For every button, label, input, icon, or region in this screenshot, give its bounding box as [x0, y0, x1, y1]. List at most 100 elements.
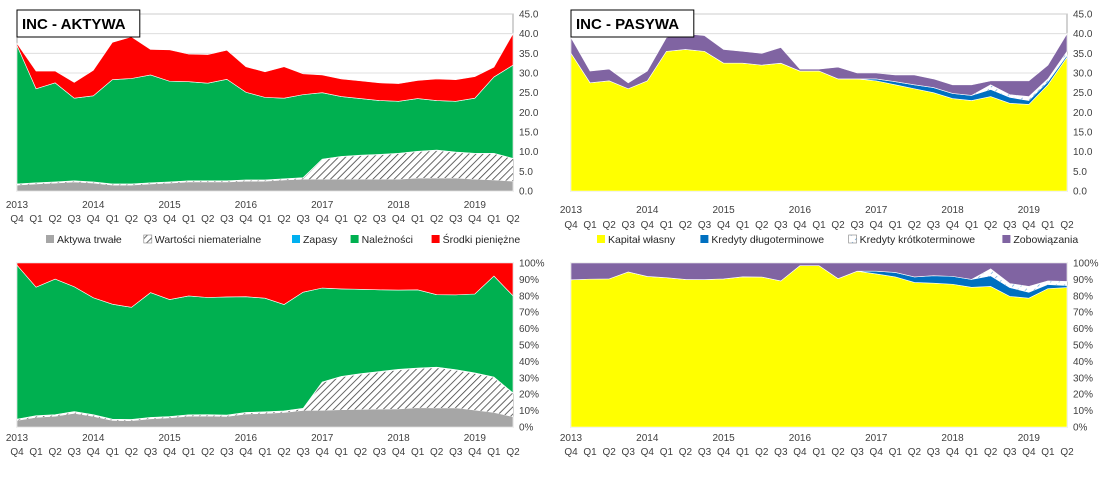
x-tick-label: Q1: [106, 447, 120, 458]
x-tick-label: Q3: [68, 447, 82, 458]
legend-swatch: [700, 235, 709, 243]
x-tick-label: Q4: [641, 220, 655, 231]
x-tick-label: Q3: [927, 447, 941, 458]
x-tick-label: Q4: [870, 220, 884, 231]
y-tick-label: 40.0: [1073, 29, 1093, 40]
legend-label: Środki pieniężne: [443, 233, 521, 246]
x-year-label: 2014: [636, 433, 659, 444]
x-tick-label: Q3: [622, 220, 636, 231]
x-tick-label: Q4: [564, 220, 578, 231]
y-tick-label: 10%: [519, 406, 539, 417]
y-tick-label: 60%: [1073, 324, 1093, 335]
area-series-2: [17, 150, 513, 186]
x-year-label: 2017: [865, 205, 888, 216]
x-tick-label: Q1: [182, 214, 196, 225]
x-tick-label: Q2: [430, 214, 444, 225]
x-tick-label: Q1: [335, 447, 349, 458]
y-tick-label: 5.0: [1073, 167, 1087, 178]
x-tick-label: Q4: [392, 214, 406, 225]
x-tick-label: Q1: [29, 447, 43, 458]
x-tick-label: Q2: [430, 447, 444, 458]
x-year-label: 2016: [789, 433, 812, 444]
x-tick-label: Q4: [239, 447, 253, 458]
x-tick-label: Q4: [468, 447, 482, 458]
y-tick-label: 25.0: [519, 88, 539, 99]
x-year-label: 2015: [712, 433, 735, 444]
area-series-1: [16, 407, 514, 428]
x-tick-label: Q3: [774, 447, 788, 458]
y-tick-label: 60%: [519, 324, 539, 335]
x-tick-label: Q2: [48, 214, 62, 225]
legend-label: Aktywa trwałe: [57, 234, 122, 246]
x-tick-label: Q4: [10, 214, 24, 225]
x-tick-label: Q2: [201, 447, 215, 458]
x-tick-label: Q2: [755, 447, 769, 458]
x-year-label: 2015: [158, 200, 181, 211]
x-tick-label: Q4: [1022, 447, 1036, 458]
y-tick-label: 15.0: [519, 128, 539, 139]
x-year-label: 2015: [158, 433, 181, 444]
y-tick-label: 40%: [1073, 357, 1093, 368]
x-tick-label: Q1: [335, 214, 349, 225]
x-tick-label: Q4: [793, 220, 807, 231]
x-tick-label: Q1: [965, 220, 979, 231]
x-tick-label: Q1: [258, 214, 272, 225]
x-year-label: 2016: [235, 433, 258, 444]
area-series-5: [16, 32, 514, 102]
y-tick-label: 35.0: [1073, 49, 1093, 60]
x-year-label: 2015: [712, 205, 735, 216]
x-tick-label: Q2: [831, 220, 845, 231]
x-tick-label: Q2: [984, 447, 998, 458]
y-tick-label: 45.0: [1073, 10, 1093, 21]
x-year-label: 2017: [311, 433, 334, 444]
legend-swatch: [46, 235, 54, 243]
y-tick-label: 40.0: [519, 29, 539, 40]
x-tick-label: Q3: [296, 214, 310, 225]
x-tick-label: Q1: [812, 447, 826, 458]
x-year-label: 2017: [311, 200, 334, 211]
chart-panel-2: 0.0 5.0 10.0 15.0 20.0 25.0 30.0 35.0 40.0 45.0 IN…: [560, 9, 1093, 246]
area-series-4: [570, 32, 1068, 97]
legend-label: Zapasy: [303, 234, 338, 246]
y-tick-label: 0%: [1073, 423, 1088, 434]
x-tick-label: Q1: [487, 447, 501, 458]
chart-panel-1: 0.0 5.0 10.0 15.0 20.0 25.0 30.0 35.0 40.0 45.0 IN…: [6, 9, 539, 246]
x-tick-label: Q1: [660, 220, 674, 231]
x-tick-label: Q1: [258, 447, 272, 458]
y-tick-label: 100%: [519, 259, 545, 270]
legend-label: Kredyty długoterminowe: [711, 234, 824, 246]
x-tick-label: Q2: [354, 214, 368, 225]
y-tick-label: 30.0: [1073, 69, 1093, 80]
chart-title: INC - PASYWA: [576, 16, 679, 33]
x-tick-label: Q2: [831, 447, 845, 458]
x-tick-label: Q1: [889, 447, 903, 458]
y-tick-label: 80%: [519, 291, 539, 302]
chart-title-box: [570, 9, 695, 38]
y-tick-label: 30.0: [519, 69, 539, 80]
x-tick-label: Q4: [239, 214, 253, 225]
y-tick-label: 40%: [519, 357, 539, 368]
x-year-label: 2013: [6, 200, 29, 211]
x-tick-label: Q4: [392, 447, 406, 458]
y-tick-label: 20.0: [1073, 108, 1093, 119]
x-tick-label: Q3: [220, 214, 234, 225]
x-tick-label: Q3: [1003, 447, 1017, 458]
x-tick-label: Q2: [201, 214, 215, 225]
x-tick-label: Q1: [411, 214, 425, 225]
x-tick-label: Q3: [296, 447, 310, 458]
chart-title: INC - AKTYWA: [22, 16, 126, 33]
x-tick-label: Q3: [449, 447, 463, 458]
x-tick-label: Q3: [698, 447, 712, 458]
y-tick-label: 70%: [519, 308, 539, 319]
x-tick-label: Q2: [1060, 447, 1074, 458]
x-tick-label: Q3: [622, 447, 636, 458]
legend-label: Zobowiązania: [1013, 234, 1078, 246]
legend-label: Należności: [362, 234, 413, 246]
x-tick-label: Q3: [1003, 220, 1017, 231]
x-tick-label: Q4: [946, 220, 960, 231]
x-tick-label: Q4: [717, 447, 731, 458]
x-tick-label: Q2: [506, 214, 520, 225]
x-tick-label: Q4: [163, 447, 177, 458]
x-tick-label: Q2: [602, 447, 616, 458]
